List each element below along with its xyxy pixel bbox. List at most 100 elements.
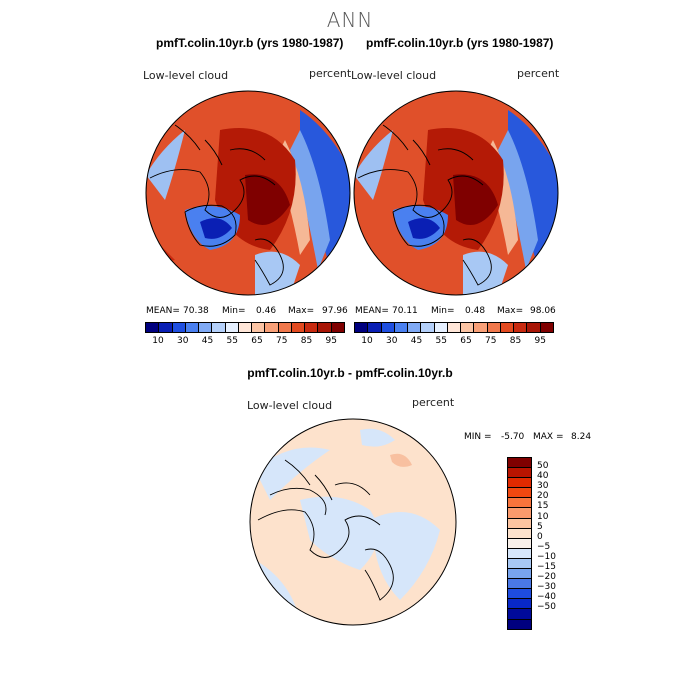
colorbar-swatch [508, 498, 531, 509]
colorbar-tick-label: 10 [361, 336, 373, 346]
colorbar-swatch [159, 323, 173, 332]
difference-coastlines [257, 459, 394, 601]
colorbar-tick-label: 75 [276, 336, 288, 346]
colorbar-tick-label: −50 [537, 602, 556, 613]
panel-1-title: pmfT.colin.10yr.b (yrs 1980-1987) [156, 36, 344, 50]
colorbar-tick-label: 10 [152, 336, 164, 346]
colorbar-swatch [487, 323, 501, 332]
colorbar-swatch [368, 323, 382, 332]
colorbar-swatch [225, 323, 239, 332]
panel-2-mean-label: MEAN= [355, 306, 389, 316]
colorbar-swatch [381, 323, 395, 332]
colorbar-tick-label: −5 [537, 541, 551, 552]
colorbar-swatch [508, 488, 531, 499]
colorbar-swatch [199, 323, 213, 332]
colorbar-swatch [212, 323, 226, 332]
colorbar-swatch [305, 323, 319, 332]
colorbar-tick-label: 10 [537, 511, 549, 522]
colorbar-swatch [500, 323, 515, 332]
colorbar-swatch [508, 508, 531, 519]
panel-2-mean-value: 70.11 [392, 306, 418, 316]
colorbar-swatch [434, 323, 448, 332]
panel-2-min-value: 0.48 [465, 306, 486, 316]
colorbar-swatch [172, 323, 186, 332]
colorbar-swatch [331, 323, 344, 332]
panel-1-mean-value: 70.38 [183, 306, 209, 316]
panel-2-coastlines [357, 124, 492, 286]
colorbar-swatch [527, 323, 541, 332]
colorbar-swatch [474, 323, 488, 332]
colorbar-tick-label: 40 [537, 471, 549, 482]
colorbar-swatch [508, 548, 531, 559]
colorbar-tick-label: 20 [537, 491, 549, 502]
colorbar-tick-label: −30 [537, 582, 556, 593]
colorbar-tick-label: 65 [251, 336, 263, 346]
colorbar-tick-label: 85 [300, 336, 313, 346]
colorbar-swatch [252, 323, 266, 332]
colorbar-swatch [421, 323, 435, 332]
colorbar-swatch [265, 323, 279, 332]
difference-min-value: -5.70 [501, 432, 525, 442]
colorbar-swatch [508, 478, 531, 489]
panel-2-variable: Low-level cloud [351, 69, 437, 82]
colorbar-swatch [447, 323, 462, 332]
colorbar-tick-label: 95 [325, 336, 337, 346]
colorbar-tick-label: 65 [460, 336, 472, 346]
panel-2-title: pmfF.colin.10yr.b (yrs 1980-1987) [366, 36, 554, 50]
panel-1-mean-label: MEAN= [146, 306, 180, 316]
colorbar-swatch [278, 323, 292, 332]
colorbar-swatch [408, 323, 422, 332]
colorbar-swatch [508, 538, 531, 549]
colorbar-swatch [508, 558, 531, 570]
panel-1-field [146, 91, 350, 295]
panel-1-units: percent [309, 67, 352, 80]
colorbar-tick-label: 0 [537, 531, 543, 542]
colorbar-swatch [508, 599, 531, 610]
panel-1-min-label: Min= [222, 306, 246, 316]
colorbar-swatch [238, 323, 253, 332]
panel-1-min-value: 0.46 [256, 306, 277, 316]
colorbar-tick-label: 30 [177, 336, 189, 346]
colorbar-tick-label: 45 [201, 336, 214, 346]
colorbar-swatch [508, 518, 531, 529]
colorbar-swatch [461, 323, 475, 332]
figure-title: ANN [326, 8, 374, 32]
panel-2-max-label: Max= [497, 306, 524, 316]
difference-units: percent [412, 396, 455, 409]
colorbar-swatch [508, 569, 531, 580]
colorbar-tick-label: −15 [537, 562, 556, 572]
colorbar-tick-label: 30 [386, 336, 398, 346]
colorbar-swatch [185, 323, 200, 332]
difference-variable: Low-level cloud [247, 399, 333, 412]
colorbar-tick-label: 45 [410, 336, 423, 346]
colorbar-tick-label: −10 [537, 551, 556, 562]
panel-2-max-value: 98.06 [530, 306, 556, 316]
colorbar-swatch [394, 323, 409, 332]
colorbar-swatch [508, 468, 531, 479]
colorbar-tick-label: −20 [537, 572, 556, 583]
colorbar-swatch [508, 589, 531, 600]
panel-1-coastlines [149, 124, 284, 286]
colorbar-swatch [508, 528, 531, 539]
panel-2-field [354, 91, 558, 295]
difference-field [250, 419, 456, 625]
colorbar-tick-label: 75 [485, 336, 497, 346]
panel-1-variable: Low-level cloud [143, 69, 229, 82]
colorbar-tick-label: 5 [537, 521, 543, 532]
colorbar-swatch [146, 323, 160, 332]
colorbar-swatch [318, 323, 332, 332]
colorbar-swatch [514, 323, 528, 332]
colorbar-swatch [540, 323, 553, 332]
panel-2-min-label: Min= [431, 306, 455, 316]
difference-min-label: MIN = [464, 432, 492, 442]
panel-1-max-value: 97.96 [322, 306, 348, 316]
difference-title: pmfT.colin.10yr.b - pmfF.colin.10yr.b [247, 366, 453, 380]
colorbar-swatch [508, 458, 531, 469]
colorbar-swatch [508, 619, 531, 629]
colorbar-tick-label: 85 [509, 336, 522, 346]
panel-1-max-label: Max= [288, 306, 315, 316]
colorbar-swatch [291, 323, 306, 332]
colorbar-swatch [508, 579, 531, 590]
colorbar-tick-label: 55 [435, 336, 447, 346]
